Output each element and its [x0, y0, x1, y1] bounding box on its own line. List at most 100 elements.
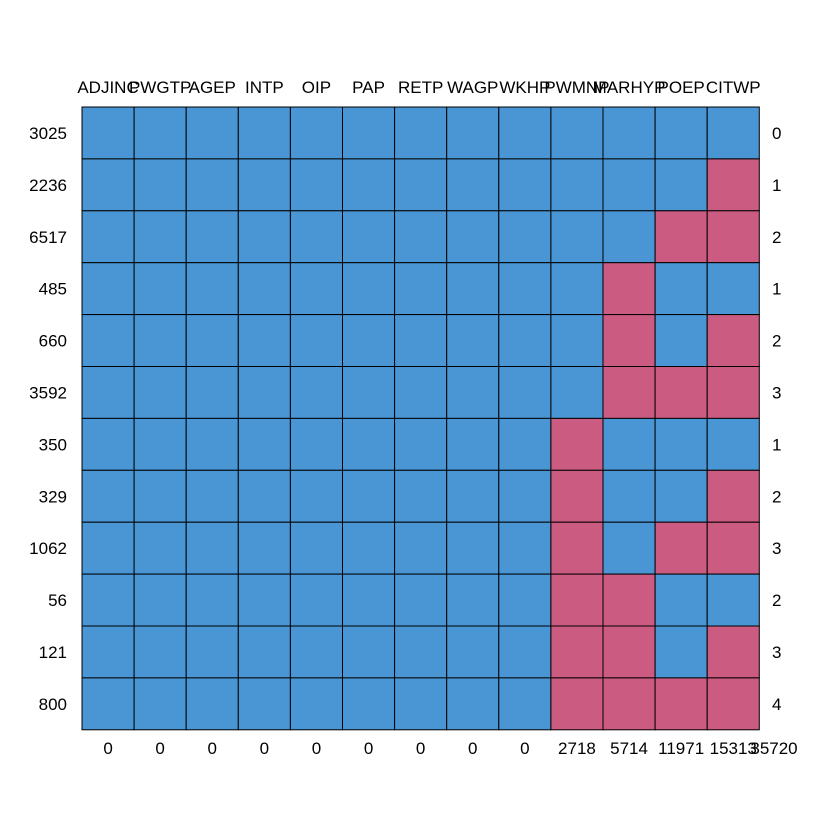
- heatmap-cell: [81, 469, 135, 523]
- heatmap-cell: [654, 262, 708, 316]
- column-missing-total-label: 0: [155, 739, 164, 758]
- heatmap-cell: [446, 521, 500, 575]
- heatmap-cells: [81, 106, 760, 731]
- heatmap-cell: [289, 677, 343, 731]
- heatmap-cell: [446, 210, 500, 264]
- heatmap-cell: [185, 314, 239, 368]
- row-count-label: 660: [39, 332, 67, 351]
- heatmap-cell: [81, 366, 135, 419]
- heatmap-cell: [133, 469, 187, 523]
- heatmap-cell: [498, 366, 552, 419]
- column-label: OIP: [302, 78, 331, 97]
- row-missing-total-label: 2: [772, 487, 781, 506]
- column-missing-total-label: 11971: [658, 739, 704, 758]
- column-label: PWMNP: [544, 78, 609, 97]
- row-count-label: 1062: [29, 539, 67, 558]
- heatmap-cell: [654, 417, 708, 471]
- column-label: PWGTP: [129, 78, 191, 97]
- heatmap-cell: [394, 210, 448, 264]
- heatmap-cell: [498, 314, 552, 368]
- heatmap-cell: [446, 106, 500, 160]
- heatmap-cell: [185, 469, 239, 523]
- column-missing-total-label: 0: [312, 739, 321, 758]
- heatmap-cell: [654, 521, 708, 575]
- column-label: CITWP: [706, 78, 761, 97]
- heatmap-cell: [81, 314, 135, 368]
- column-missing-total-label: 0: [416, 739, 425, 758]
- heatmap-cell: [498, 625, 552, 679]
- heatmap-cell: [602, 469, 656, 523]
- heatmap-cell: [133, 366, 187, 419]
- column-missing-totals: 0 0 0 0 0 0 0 0 0 2718 5714 11971 15313: [103, 739, 757, 758]
- heatmap-cell: [550, 262, 604, 316]
- column-missing-total-label: 0: [520, 739, 529, 758]
- heatmap-cell: [654, 677, 708, 731]
- heatmap-cell: [237, 625, 291, 679]
- heatmap-cell: [342, 625, 396, 679]
- heatmap-cell: [446, 417, 500, 471]
- heatmap-cell: [654, 469, 708, 523]
- heatmap-cell: [550, 158, 604, 212]
- heatmap-cell: [550, 106, 604, 160]
- heatmap-cell: [602, 106, 656, 160]
- heatmap-cell: [289, 158, 343, 212]
- heatmap-cell: [602, 625, 656, 679]
- heatmap-cell: [185, 625, 239, 679]
- row-count-label: 3592: [29, 383, 67, 402]
- heatmap-cell: [550, 210, 604, 264]
- heatmap-cell: [342, 210, 396, 264]
- column-missing-total-label: 15313: [710, 739, 757, 758]
- heatmap-cell: [394, 469, 448, 523]
- heatmap-cell: [602, 366, 656, 419]
- heatmap-cell: [81, 573, 135, 627]
- column-label: WKHP: [499, 78, 550, 97]
- heatmap-cell: [81, 417, 135, 471]
- heatmap-cell: [394, 314, 448, 368]
- heatmap-cell: [133, 210, 187, 264]
- heatmap-cell: [602, 262, 656, 316]
- heatmap-cell: [654, 210, 708, 264]
- row-count-label: 56: [48, 591, 67, 610]
- heatmap-cell: [342, 677, 396, 731]
- heatmap-cell: [498, 573, 552, 627]
- heatmap-cell: [133, 106, 187, 160]
- row-missing-total-label: 4: [772, 695, 781, 714]
- heatmap-cell: [133, 625, 187, 679]
- heatmap-cell: [446, 262, 500, 316]
- heatmap-cell: [550, 625, 604, 679]
- column-label: RETP: [398, 78, 443, 97]
- heatmap-cell: [498, 210, 552, 264]
- heatmap-cell: [237, 521, 291, 575]
- heatmap-cell: [185, 521, 239, 575]
- row-count-label: 350: [39, 435, 67, 454]
- heatmap-cell: [654, 573, 708, 627]
- heatmap-cell: [446, 314, 500, 368]
- heatmap-cell: [185, 158, 239, 212]
- heatmap-cell: [133, 158, 187, 212]
- heatmap-cell: [394, 521, 448, 575]
- heatmap-cell: [602, 677, 656, 731]
- heatmap-cell: [706, 158, 760, 212]
- heatmap-cell: [81, 158, 135, 212]
- heatmap-cell: [706, 106, 760, 160]
- heatmap-cell: [81, 521, 135, 575]
- heatmap-cell: [602, 417, 656, 471]
- column-label: PAP: [352, 78, 385, 97]
- heatmap-cell: [185, 417, 239, 471]
- heatmap-cell: [550, 417, 604, 471]
- heatmap-cell: [446, 573, 500, 627]
- heatmap-cell: [185, 262, 239, 316]
- column-label: MARHYP: [593, 78, 666, 97]
- row-missing-total-label: 1: [772, 435, 781, 454]
- row-missing-total-label: 3: [772, 539, 781, 558]
- heatmap-cell: [289, 625, 343, 679]
- heatmap-cell: [185, 677, 239, 731]
- heatmap-cell: [185, 210, 239, 264]
- row-missing-total-label: 2: [772, 332, 781, 351]
- heatmap-cell: [498, 677, 552, 731]
- heatmap-cell: [706, 573, 760, 627]
- row-missing-total-label: 2: [772, 228, 781, 247]
- heatmap-cell: [289, 521, 343, 575]
- row-missing-total-label: 1: [772, 280, 781, 299]
